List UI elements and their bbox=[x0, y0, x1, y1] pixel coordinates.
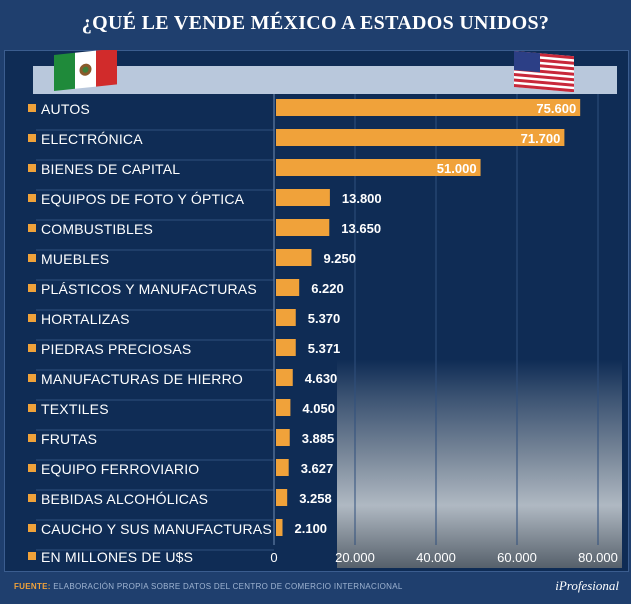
value-label: 71.700 bbox=[521, 131, 561, 146]
source-label: FUENTE: bbox=[14, 582, 51, 591]
bars bbox=[276, 99, 581, 536]
category-bullet bbox=[28, 404, 36, 412]
value-label: 9.250 bbox=[323, 251, 356, 266]
bar bbox=[276, 459, 289, 476]
category-bullet bbox=[28, 164, 36, 172]
bar bbox=[276, 99, 581, 116]
category-label: COMBUSTIBLES bbox=[41, 221, 153, 237]
category-bullet bbox=[28, 254, 36, 262]
value-label: 5.371 bbox=[308, 341, 341, 356]
category-bullet bbox=[28, 434, 36, 442]
category-labels: AUTOS ELECTRÓNICA BIENES DE CAPITAL EQUIPOS… bbox=[41, 101, 272, 537]
category-label: BIENES DE CAPITAL bbox=[41, 161, 180, 177]
bar bbox=[276, 189, 330, 206]
category-bullet bbox=[28, 344, 36, 352]
category-label: ELECTRÓNICA bbox=[41, 131, 143, 147]
category-label: PIEDRAS PRECIOSAS bbox=[41, 341, 191, 357]
chart-title: ¿QUÉ LE VENDE MÉXICO A ESTADOS UNIDOS? bbox=[81, 12, 550, 34]
category-bullets bbox=[28, 104, 36, 532]
bar-chart: AUTOS ELECTRÓNICA BIENES DE CAPITAL EQUIPOS… bbox=[28, 94, 618, 565]
category-label: TEXTILES bbox=[41, 401, 109, 417]
category-bullet bbox=[28, 284, 36, 292]
x-tick-label: 80.000 bbox=[578, 550, 618, 565]
value-label: 75.600 bbox=[536, 101, 576, 116]
category-label: EQUIPOS DE FOTO Y ÓPTICA bbox=[41, 191, 245, 207]
category-label: BEBIDAS ALCOHÓLICAS bbox=[41, 491, 208, 507]
bar bbox=[276, 129, 565, 146]
category-label: FRUTAS bbox=[41, 431, 97, 447]
x-axis: EN MILLONES DE U$S 0 20.000 40.000 60.000 80… bbox=[28, 549, 618, 565]
bar bbox=[276, 279, 300, 296]
category-label: MUEBLES bbox=[41, 251, 109, 267]
bar bbox=[276, 249, 312, 266]
category-label: EQUIPO FERROVIARIO bbox=[41, 461, 199, 477]
category-bullet bbox=[28, 224, 36, 232]
category-bullet bbox=[28, 104, 36, 112]
source-text: ELABORACIÓN PROPIA SOBRE DATOS DEL CENTR… bbox=[53, 582, 403, 591]
footer bbox=[0, 574, 631, 604]
axis-unit-label: EN MILLONES DE U$S bbox=[41, 549, 193, 565]
category-bullet bbox=[28, 464, 36, 472]
brand-logo: iProfesional bbox=[555, 578, 619, 593]
bar bbox=[276, 159, 481, 176]
value-label: 51.000 bbox=[437, 161, 477, 176]
bar bbox=[276, 369, 293, 386]
category-label: CAUCHO Y SUS MANUFACTURAS bbox=[41, 521, 272, 537]
value-label: 4.050 bbox=[302, 401, 335, 416]
source-note: FUENTE: ELABORACIÓN PROPIA SOBRE DATOS D… bbox=[14, 582, 403, 591]
bar bbox=[276, 399, 291, 416]
category-bullet bbox=[28, 524, 36, 532]
value-labels: 75.600 71.700 51.000 13.800 13.650 9.250 6.220… bbox=[295, 101, 577, 536]
value-label: 3.885 bbox=[302, 431, 335, 446]
category-label: AUTOS bbox=[41, 101, 90, 117]
bar bbox=[276, 219, 330, 236]
grid-lines bbox=[36, 94, 599, 551]
bar bbox=[276, 429, 290, 446]
value-label: 6.220 bbox=[311, 281, 344, 296]
value-label: 13.800 bbox=[342, 191, 382, 206]
value-label: 4.630 bbox=[305, 371, 338, 386]
bar bbox=[276, 339, 296, 356]
value-label: 5.370 bbox=[308, 311, 341, 326]
axis-unit-bullet bbox=[28, 552, 36, 560]
x-tick-label: 60.000 bbox=[497, 550, 537, 565]
category-bullet bbox=[28, 374, 36, 382]
bar bbox=[276, 309, 296, 326]
category-bullet bbox=[28, 314, 36, 322]
x-tick-label: 0 bbox=[270, 550, 277, 565]
x-tick-label: 40.000 bbox=[416, 550, 456, 565]
category-label: HORTALIZAS bbox=[41, 311, 130, 327]
category-bullet bbox=[28, 194, 36, 202]
category-bullet bbox=[28, 494, 36, 502]
bar bbox=[276, 519, 283, 536]
usa-flag-icon bbox=[514, 51, 574, 92]
cars-background-photo bbox=[337, 360, 622, 568]
x-tick-label: 20.000 bbox=[335, 550, 375, 565]
mexico-flag-icon bbox=[54, 50, 117, 91]
category-bullet bbox=[28, 134, 36, 142]
value-label: 3.627 bbox=[301, 461, 334, 476]
category-label: MANUFACTURAS DE HIERRO bbox=[41, 371, 243, 387]
category-label: PLÁSTICOS Y MANUFACTURAS bbox=[41, 281, 257, 297]
value-label: 2.100 bbox=[295, 521, 328, 536]
bar bbox=[276, 489, 288, 506]
value-label: 3.258 bbox=[299, 491, 332, 506]
value-label: 13.650 bbox=[341, 221, 381, 236]
